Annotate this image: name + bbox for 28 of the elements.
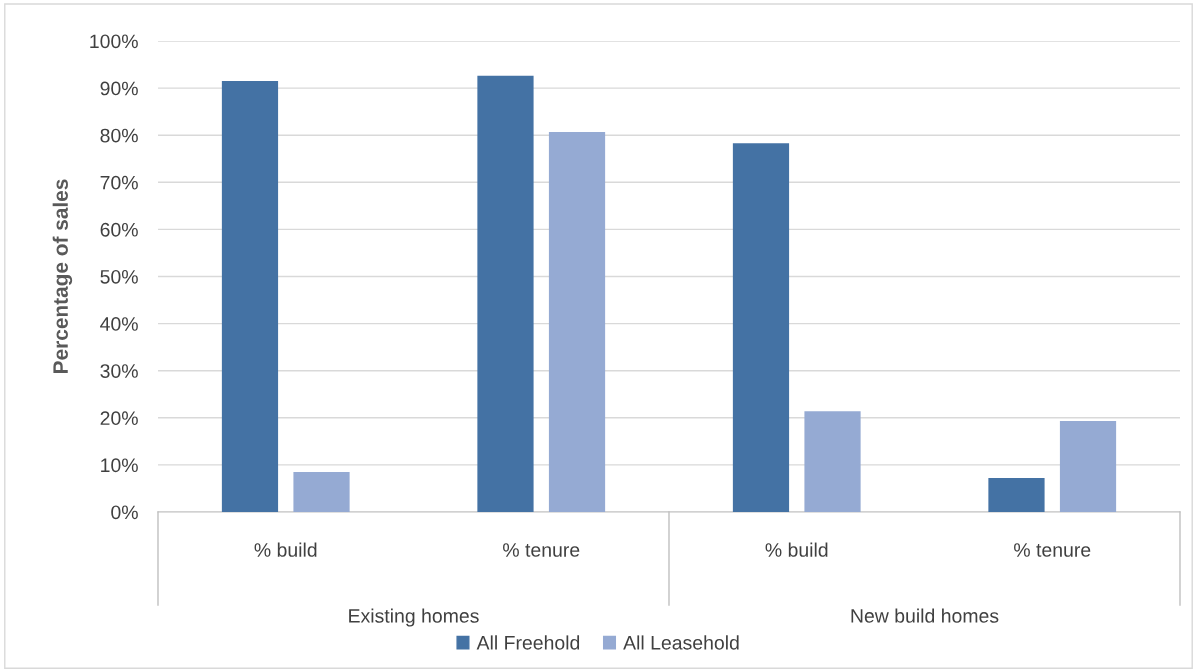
bar bbox=[221, 81, 279, 512]
y-axis-title: Percentage of sales bbox=[52, 179, 73, 373]
bar bbox=[548, 131, 606, 512]
bar bbox=[477, 75, 534, 512]
y-tick-label: 100% bbox=[90, 34, 138, 49]
legend-label: All Freehold bbox=[476, 635, 580, 650]
y-tick-label: 0% bbox=[111, 505, 138, 520]
y-tick-label: 30% bbox=[100, 364, 138, 378]
x-tick-label: % build bbox=[765, 542, 828, 557]
legend-label: All Leasehold bbox=[623, 635, 739, 650]
bar bbox=[1059, 421, 1117, 512]
y-tick-label: 10% bbox=[101, 458, 138, 473]
bar bbox=[293, 471, 350, 512]
y-tick-label: 60% bbox=[100, 222, 138, 237]
y-tick-label: 80% bbox=[100, 128, 138, 143]
y-tick-label: 70% bbox=[100, 175, 138, 190]
y-tick-label: 20% bbox=[100, 411, 138, 426]
x-tick-label: % build bbox=[254, 542, 317, 557]
y-tick-label: 90% bbox=[100, 81, 138, 96]
text: Existing homes bbox=[349, 608, 479, 627]
y-tick-label: 40% bbox=[100, 317, 138, 331]
x-tick-label: % tenure bbox=[1014, 543, 1091, 557]
text: New build homes bbox=[851, 608, 999, 623]
bar bbox=[732, 143, 790, 512]
x-tick-label: % tenure bbox=[503, 543, 580, 557]
bar bbox=[804, 411, 861, 512]
bar bbox=[988, 478, 1045, 512]
y-tick-label: 50% bbox=[100, 269, 138, 284]
